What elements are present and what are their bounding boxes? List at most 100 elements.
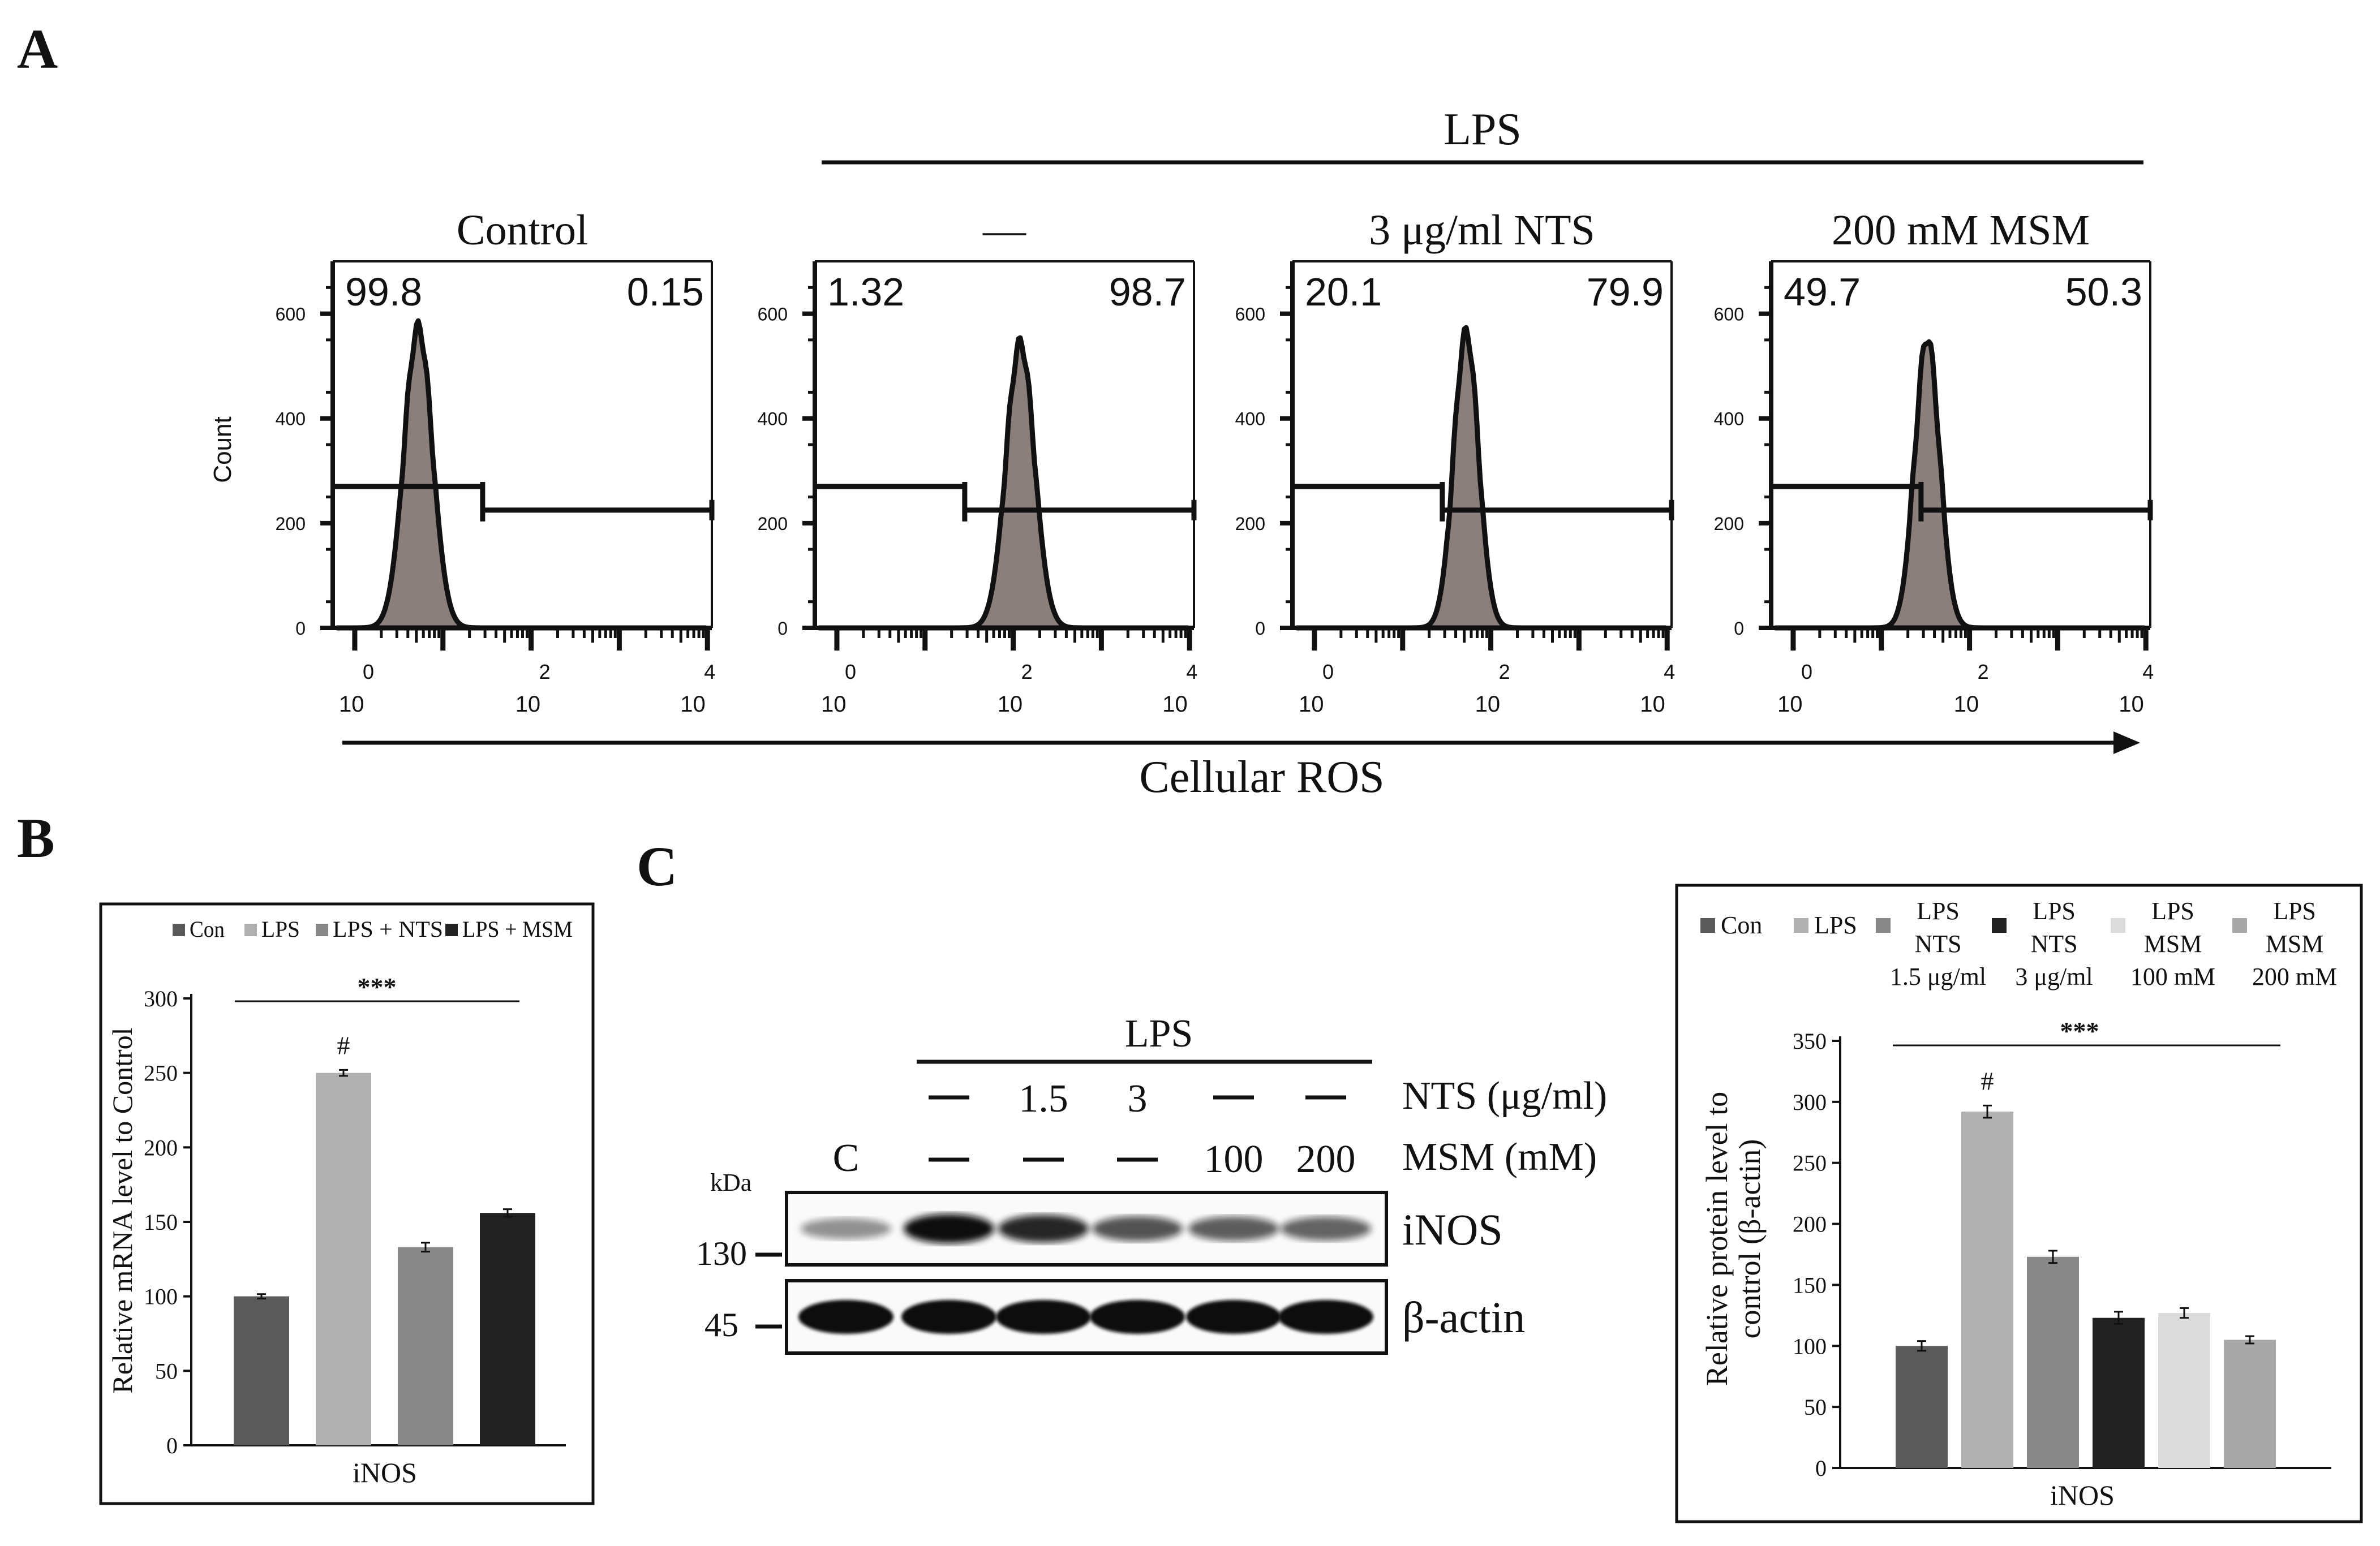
bar-lps-msm — [480, 1213, 535, 1445]
inos-blot-label: iNOS — [1402, 1205, 1503, 1254]
histogram-curve — [1773, 339, 2147, 631]
legend-label: 100 mM — [2130, 963, 2215, 991]
panel-b-axes: 0 50 100 150 200 250 300 *** — [144, 972, 566, 1458]
histogram-title: 3 μg/ml NTS — [1369, 206, 1595, 254]
panel-label-b: B — [17, 807, 55, 869]
y-tick-label: 200 — [276, 514, 306, 534]
y-tick-label: 200 — [1793, 1212, 1827, 1237]
actin-blot-label: β-actin — [1402, 1293, 1525, 1342]
legend-swatch — [1992, 918, 2007, 933]
panel-b-frame — [99, 902, 595, 1505]
panel-b-bars: # — [234, 1031, 535, 1445]
bar-lps — [1961, 1112, 2013, 1468]
actin-band — [798, 1300, 893, 1334]
histogram-title: — — [982, 206, 1026, 254]
inos-band — [1188, 1216, 1279, 1241]
gate-left-percent: 1.32 — [827, 270, 904, 314]
gate-right-percent: 50.3 — [2065, 270, 2142, 314]
histogram-curve — [817, 335, 1191, 631]
x-tick-exponent: 0 — [845, 660, 856, 683]
y-tick-label: 200 — [758, 514, 788, 534]
panel-a-flow-cytometry: LPS Count Control020040060001021041099.8… — [209, 105, 2154, 802]
x-tick-exponent: 0 — [1322, 660, 1334, 683]
gate-right-percent: 98.7 — [1109, 270, 1186, 314]
legend-label: LPS — [2033, 897, 2076, 925]
y-axis-label-count: Count — [209, 416, 237, 483]
legend-label: Con — [190, 916, 225, 942]
y-tick-label: 250 — [1793, 1151, 1827, 1176]
legend-label: 1.5 μg/ml — [1890, 963, 1986, 991]
bar-lps — [316, 1073, 371, 1445]
x-tick-exponent: 0 — [1801, 660, 1812, 683]
legend-label: LPS — [2273, 897, 2316, 925]
legend-swatch — [244, 924, 257, 936]
marker-130-label: 130 — [696, 1235, 747, 1272]
bar-lps-nts-3-g-ml — [2093, 1317, 2145, 1468]
legend-swatch — [173, 924, 185, 936]
nts-dose: 3 — [1128, 1077, 1148, 1121]
actin-band — [1090, 1300, 1185, 1334]
legend-swatch — [2232, 918, 2247, 933]
histogram-curve — [1294, 325, 1668, 631]
histogram-plot-2: — 0 200 400 600 0 10 2 10 4 10 1.32 98.7 — [758, 206, 1198, 717]
legend-label: MSM — [2266, 930, 2324, 958]
y-tick-label: 400 — [276, 409, 306, 429]
inos-band — [904, 1214, 994, 1243]
blot-nts-label: NTS (μg/ml) — [1402, 1074, 1607, 1118]
legend-swatch — [2111, 918, 2125, 933]
panel-b-y-label: Relative mRNA level to Control — [106, 1027, 138, 1393]
legend-label: LPS + MSM — [462, 916, 573, 942]
panel-label-a: A — [17, 18, 58, 80]
x-tick-base: 10 — [515, 692, 541, 717]
legend-swatch — [1876, 918, 1891, 933]
y-tick-label: 600 — [1714, 304, 1744, 325]
bar-lps-msm-200-mm — [2224, 1340, 2276, 1468]
legend-swatch — [445, 924, 458, 936]
x-tick-base: 10 — [2119, 692, 2144, 717]
y-tick-label: 100 — [1793, 1333, 1827, 1359]
actin-bands — [798, 1300, 1373, 1334]
y-tick-label: 600 — [276, 304, 306, 325]
x-tick-base: 10 — [1954, 692, 1979, 717]
hash-significance: # — [1981, 1066, 1994, 1095]
panel-c-bars: # — [1896, 1066, 2276, 1468]
y-tick-label: 350 — [1793, 1028, 1827, 1054]
histogram-title: 200 mM MSM — [1832, 206, 2090, 254]
cellular-ros-arrow-head — [2113, 731, 2140, 754]
y-tick-label: 100 — [144, 1284, 178, 1310]
y-tick-label: 0 — [166, 1433, 178, 1458]
lane-label-control: C — [833, 1136, 860, 1180]
blot-kda-label: kDa — [710, 1169, 751, 1196]
inos-band — [801, 1218, 891, 1239]
legend-label: LPS — [1814, 911, 1857, 939]
legend-label: MSM — [2144, 930, 2202, 958]
msm-dose: 200 — [1296, 1138, 1356, 1181]
panel-b-x-label: iNOS — [353, 1457, 417, 1488]
inos-band — [998, 1215, 1089, 1243]
histogram-curve — [334, 318, 708, 631]
hash-significance: # — [337, 1031, 350, 1060]
legend-swatch — [1794, 918, 1808, 933]
panel-c-frame — [1675, 884, 2363, 1523]
y-tick-label: 400 — [758, 409, 788, 429]
msm-dose: 100 — [1204, 1138, 1264, 1181]
legend-label: NTS — [1914, 930, 1961, 958]
legend-swatch — [316, 924, 328, 936]
legend-swatch — [1700, 918, 1715, 933]
panel-c-western-blot: LPS C 1.5 3 100 200 NTS (μg/ml) MSM (mM) kDa… — [696, 1012, 1607, 1355]
x-tick-exponent: 2 — [1499, 660, 1510, 683]
y-tick-label: 250 — [144, 1061, 178, 1086]
histogram-plot-1: Control 0 200 400 600 0 10 2 10 4 10 99.8 0.15 — [276, 206, 716, 717]
significance-stars: *** — [2060, 1017, 2099, 1045]
panel-b-mrna-chart: Con LPS LPS + NTS LPS + MSM 0 50 100 150 200 250… — [99, 902, 595, 1505]
blot-lps-label: LPS — [1125, 1012, 1193, 1056]
legend-label: NTS — [2030, 930, 2077, 958]
x-tick-exponent: 4 — [1664, 660, 1675, 683]
x-tick-exponent: 2 — [1021, 660, 1033, 683]
legend-label: LPS — [261, 916, 300, 942]
panel-label-c: C — [637, 835, 677, 898]
histogram-plot-3: 3 μg/ml NTS 0 200 400 600 0 10 2 10 4 10 20.1 79.9 — [1235, 206, 1676, 717]
panel-c-x-label: iNOS — [2050, 1479, 2115, 1511]
gate-left-percent: 99.8 — [345, 270, 422, 314]
